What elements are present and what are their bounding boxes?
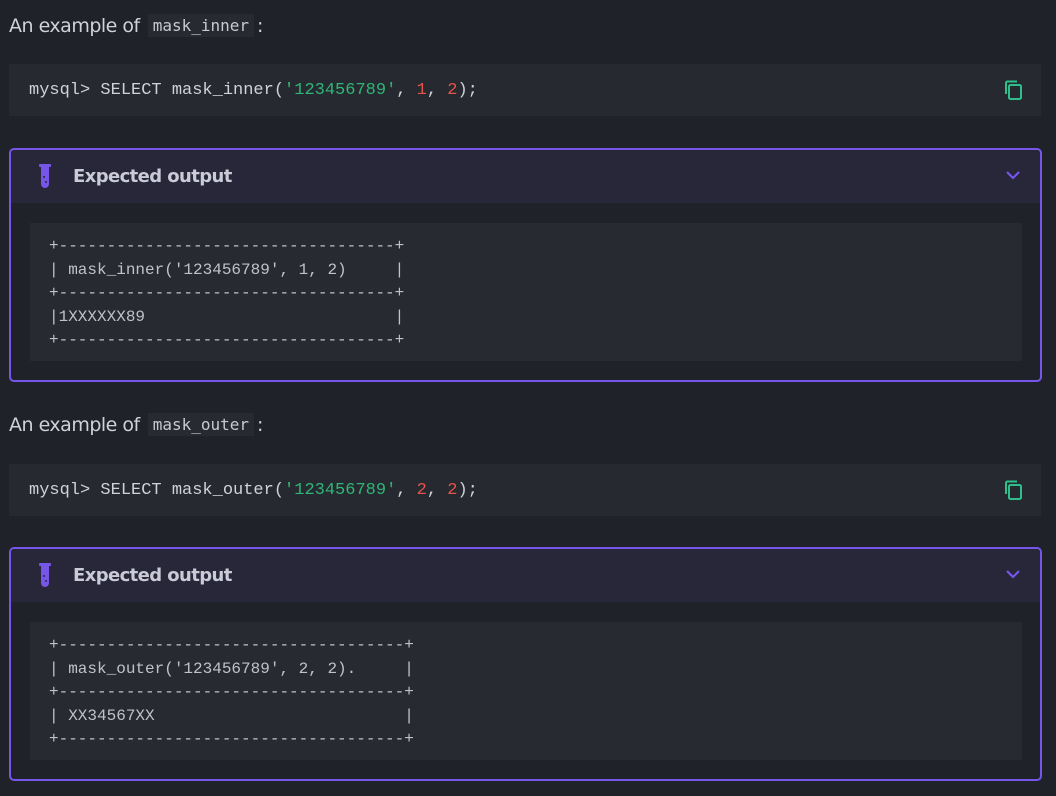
expected-output-callout: Expected output +-----------------------…: [9, 547, 1042, 781]
inline-code: mask_outer: [147, 413, 255, 436]
code-text: ,: [396, 480, 417, 500]
code-number: 2: [447, 480, 458, 500]
code-number: 2: [416, 480, 427, 500]
callout-title: Expected output: [73, 565, 232, 586]
code-text: ,: [426, 80, 448, 100]
code-text: ,: [396, 80, 417, 100]
output-table: +------------------------------------+ |…: [49, 636, 414, 748]
heading-suffix: :: [257, 413, 263, 436]
heading-text: An example of: [9, 14, 140, 37]
code-text: ,: [426, 480, 448, 500]
chevron-down-icon[interactable]: [1004, 567, 1022, 581]
callout-title: Expected output: [73, 166, 232, 187]
code-string: '123456789': [284, 480, 397, 500]
heading-suffix: :: [257, 14, 263, 37]
code-text: mysql> SELECT mask_outer(: [29, 480, 285, 500]
heading-text: An example of: [9, 413, 140, 436]
output-table: +-----------------------------------+ | …: [49, 237, 405, 349]
callout-header[interactable]: Expected output: [11, 549, 1040, 602]
code-string: '123456789': [284, 80, 397, 100]
code-text: );: [457, 80, 478, 100]
output-block: +-----------------------------------+ | …: [30, 223, 1022, 361]
code-number: 1: [416, 80, 427, 100]
code-number: 2: [447, 80, 458, 100]
inline-code: mask_inner: [147, 14, 255, 37]
code-block: mysql> SELECT mask_inner('123456789', 1,…: [9, 64, 1041, 116]
chevron-down-icon[interactable]: [1004, 168, 1022, 182]
output-block: +------------------------------------+ |…: [30, 622, 1022, 760]
example-heading-mask-inner: An example of mask_inner :: [9, 14, 263, 37]
code-line: mysql> SELECT mask_inner('123456789', 1,…: [29, 81, 478, 100]
flask-icon: [39, 163, 51, 188]
callout-header[interactable]: Expected output: [11, 150, 1040, 203]
copy-icon[interactable]: [1003, 79, 1025, 101]
expected-output-callout: Expected output +-----------------------…: [9, 148, 1042, 382]
copy-icon[interactable]: [1003, 479, 1025, 501]
code-block: mysql> SELECT mask_outer('123456789', 2,…: [9, 464, 1041, 516]
example-heading-mask-outer: An example of mask_outer :: [9, 413, 263, 436]
flask-icon: [39, 562, 51, 587]
code-text: mysql> SELECT mask_inner(: [29, 80, 285, 100]
code-text: );: [457, 480, 478, 500]
code-line: mysql> SELECT mask_outer('123456789', 2,…: [29, 481, 478, 500]
